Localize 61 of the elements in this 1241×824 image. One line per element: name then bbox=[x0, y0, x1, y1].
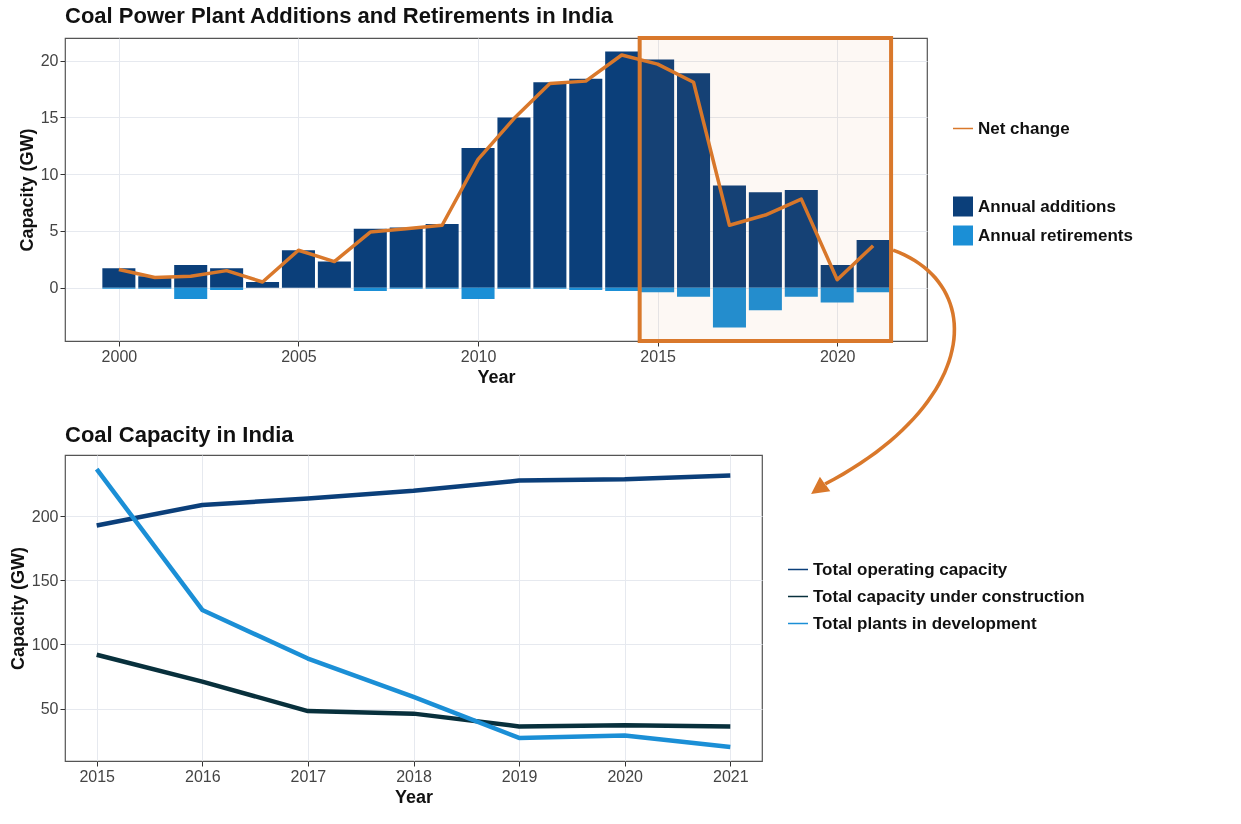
y-tick-label: 50 bbox=[40, 700, 59, 718]
bar bbox=[784, 190, 818, 288]
x-tick-label: 2017 bbox=[290, 767, 327, 785]
chart-title: Coal Power Plant Additions and Retirements in India bbox=[65, 3, 614, 28]
x-axis-title: Year bbox=[477, 366, 516, 387]
bar bbox=[712, 185, 746, 288]
bar bbox=[712, 287, 746, 328]
x-tick-label: 2015 bbox=[79, 767, 116, 785]
y-tick-label: 200 bbox=[31, 507, 59, 525]
legend-label: Total capacity under construction bbox=[813, 586, 1085, 606]
x-tick-label: 2005 bbox=[281, 347, 317, 365]
x-tick-label: 2020 bbox=[819, 347, 856, 365]
x-tick-label: 2000 bbox=[101, 347, 138, 365]
bar bbox=[461, 148, 495, 288]
y-tick-label: 10 bbox=[40, 165, 59, 183]
bar bbox=[856, 240, 890, 288]
bar bbox=[425, 224, 459, 288]
x-tick-label: 2015 bbox=[640, 347, 677, 365]
bar bbox=[174, 287, 208, 300]
legend-label: Net change bbox=[978, 118, 1070, 138]
legend-label: Annual additions bbox=[978, 196, 1116, 216]
y-tick-label: 5 bbox=[49, 222, 59, 240]
x-tick-label: 2021 bbox=[713, 767, 749, 785]
bar bbox=[784, 287, 818, 297]
x-tick-label: 2016 bbox=[184, 767, 221, 785]
bar bbox=[677, 73, 711, 288]
y-axis-title: Capacity (GW) bbox=[7, 546, 28, 671]
y-tick-label: 100 bbox=[31, 635, 59, 653]
x-axis-title: Year bbox=[394, 786, 434, 807]
y-tick-label: 0 bbox=[49, 279, 59, 297]
line-series bbox=[94, 466, 733, 750]
legend-label: Annual retirements bbox=[978, 225, 1133, 245]
bar bbox=[389, 227, 423, 288]
bar bbox=[677, 287, 711, 297]
bar bbox=[353, 228, 387, 288]
x-tick-label: 2020 bbox=[607, 767, 644, 785]
x-tick-label: 2018 bbox=[396, 767, 432, 785]
chart-title: Coal Capacity in India bbox=[65, 422, 295, 447]
bar bbox=[569, 78, 603, 288]
bar bbox=[246, 281, 280, 288]
bar bbox=[820, 287, 854, 303]
bar bbox=[461, 287, 495, 300]
line-series bbox=[94, 473, 733, 528]
y-tick-label: 150 bbox=[31, 571, 59, 589]
line-series bbox=[117, 53, 875, 284]
y-axis-title: Capacity (GW) bbox=[16, 128, 37, 252]
legend-label: Total plants in development bbox=[813, 613, 1037, 633]
line-series bbox=[94, 652, 733, 729]
bar bbox=[317, 261, 351, 288]
bar bbox=[533, 82, 567, 288]
bar bbox=[605, 51, 639, 288]
bar bbox=[497, 117, 531, 288]
x-tick-label: 2019 bbox=[501, 767, 538, 785]
legend-label: Total operating capacity bbox=[813, 559, 1008, 579]
bar bbox=[748, 287, 782, 311]
bar bbox=[748, 192, 782, 288]
bar bbox=[102, 268, 136, 288]
y-tick-label: 20 bbox=[40, 52, 59, 70]
bar bbox=[641, 59, 675, 288]
x-tick-label: 2010 bbox=[460, 347, 497, 365]
y-tick-label: 15 bbox=[40, 108, 59, 126]
